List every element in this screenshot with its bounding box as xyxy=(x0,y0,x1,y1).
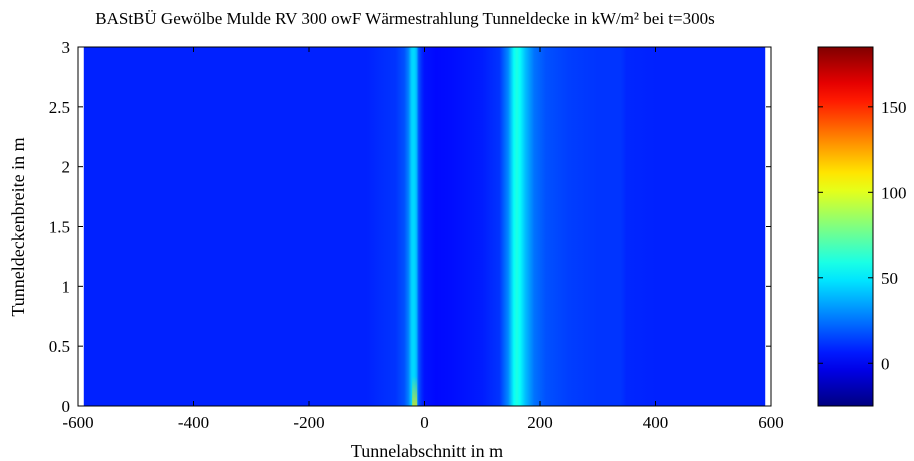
x-tick-label: -200 xyxy=(293,413,324,432)
y-axis-label: Tunneldeckenbreite in m xyxy=(8,137,28,316)
y-tick-label: 2 xyxy=(62,158,71,177)
colorbar-tick-label: 50 xyxy=(881,269,898,288)
x-tick-label: 600 xyxy=(758,413,784,432)
colorbar-tick-label: 150 xyxy=(881,98,907,117)
x-tick-label: 0 xyxy=(420,413,429,432)
y-tick-label: 0.5 xyxy=(49,337,70,356)
y-tick-label: 1.5 xyxy=(49,218,70,237)
chart-title: BAStBÜ Gewölbe Mulde RV 300 owF Wärmestr… xyxy=(95,9,714,28)
colorbar-strip xyxy=(817,46,874,407)
y-tick-label: 1 xyxy=(62,277,71,296)
x-tick-label: 200 xyxy=(527,413,553,432)
x-tick-label: 400 xyxy=(643,413,669,432)
y-tick-label: 3 xyxy=(62,38,71,57)
heatmap-field xyxy=(83,47,766,406)
colorbar-tick-label: 0 xyxy=(881,354,890,373)
y-tick-label: 2.5 xyxy=(49,98,70,117)
x-tick-label: -600 xyxy=(62,413,93,432)
heatmap-hotspot xyxy=(412,376,418,406)
y-tick-label: 0 xyxy=(62,397,71,416)
colorbar-tick-label: 100 xyxy=(881,183,907,202)
x-axis-ticks: -600 -400 -200 0 200 400 600 xyxy=(62,47,784,432)
x-tick-label: -400 xyxy=(178,413,209,432)
y-axis-ticks: 0 0.5 1 1.5 2 2.5 3 xyxy=(49,38,771,416)
colorbar: 0 50 100 150 xyxy=(817,46,907,407)
colorbar-ticks: 0 50 100 150 xyxy=(818,98,907,373)
plot-area xyxy=(77,46,772,407)
x-axis-label: Tunnelabschnitt in m xyxy=(351,441,503,461)
